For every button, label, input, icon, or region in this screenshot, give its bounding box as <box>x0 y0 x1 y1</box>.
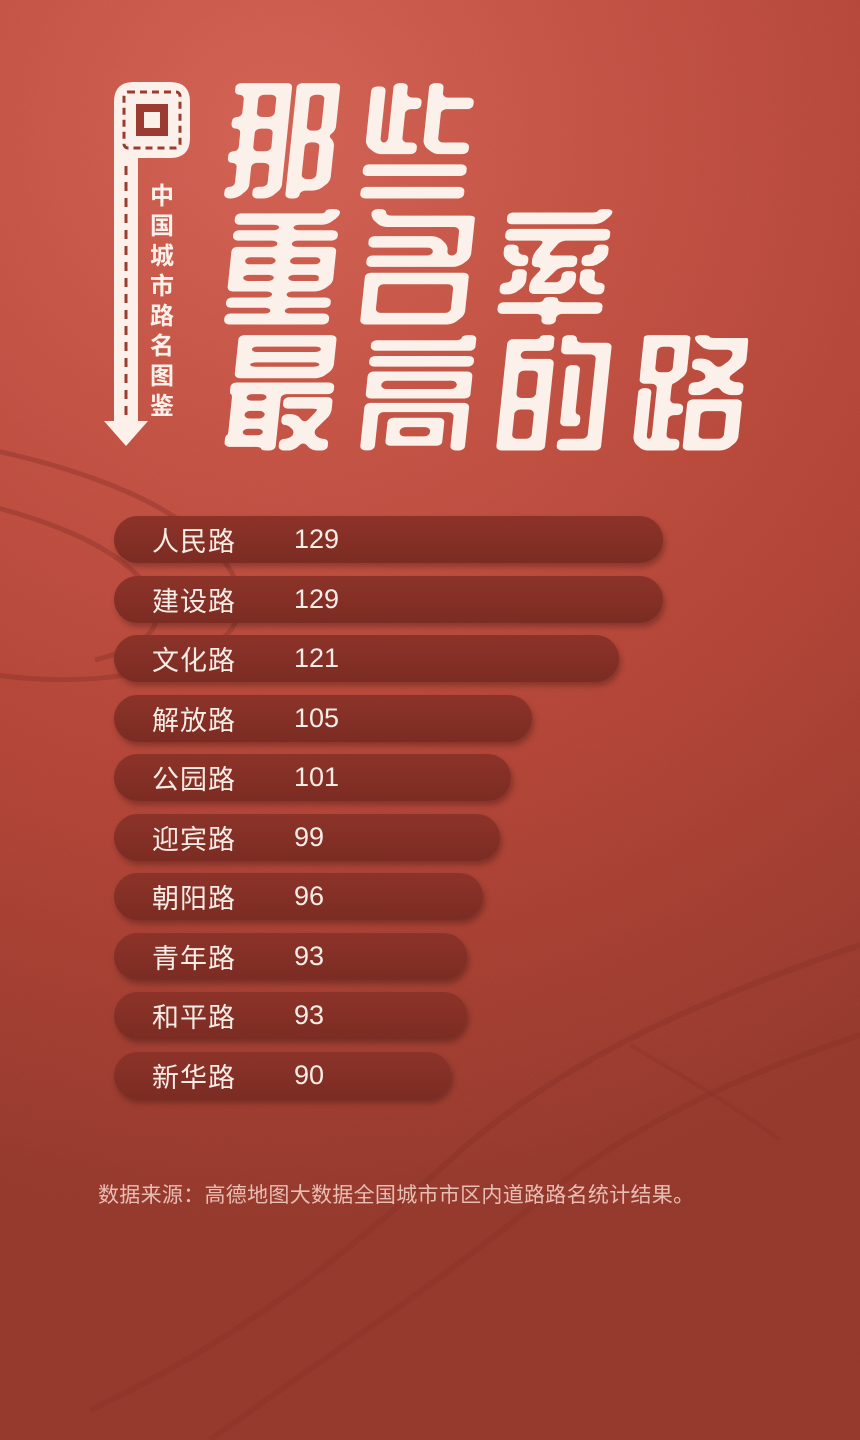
svg-text:中国城市路名图鉴: 中国城市路名图鉴 <box>145 183 180 423</box>
